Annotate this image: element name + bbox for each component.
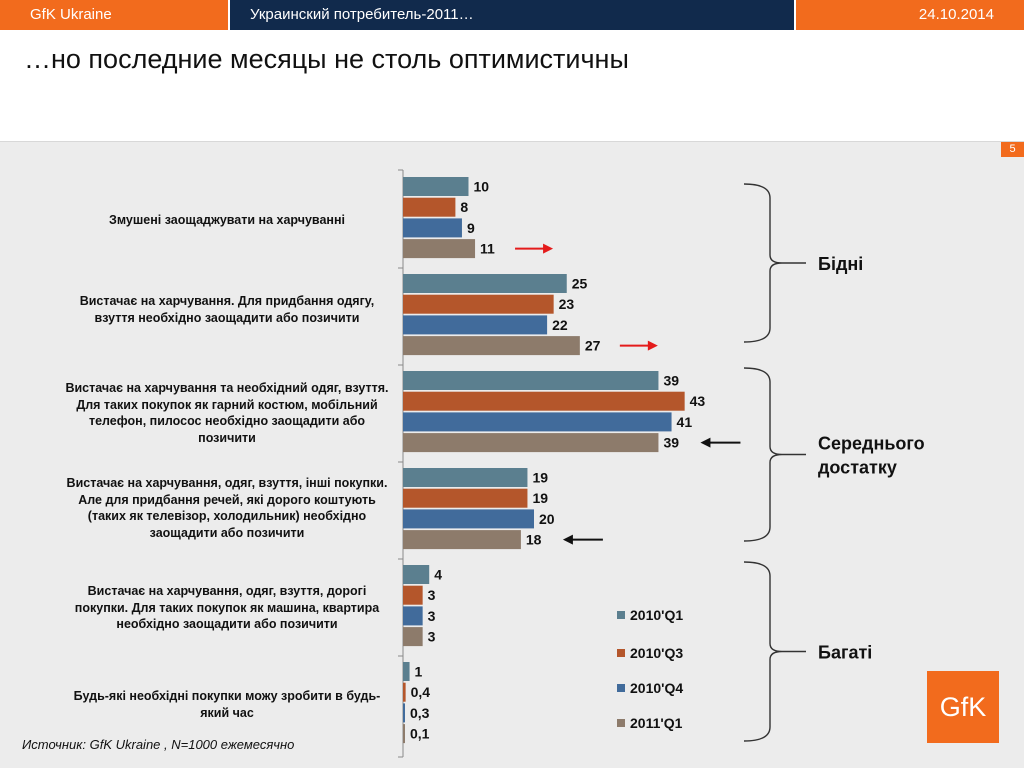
data-label: 8 xyxy=(460,199,468,215)
trend-arrowhead xyxy=(647,340,658,351)
category-label: Вистачає на харчування. Для придбання од… xyxy=(79,294,375,325)
bar xyxy=(403,488,528,508)
bar xyxy=(403,585,423,605)
legend-label: 2011'Q1 xyxy=(630,715,683,731)
legend-swatch xyxy=(617,611,625,619)
category-label: Будь-які необхідні покупки можу зробити … xyxy=(73,689,381,720)
bar xyxy=(403,239,476,259)
bar xyxy=(403,218,462,238)
data-label: 19 xyxy=(532,470,548,486)
bar xyxy=(403,391,685,411)
data-label: 39 xyxy=(663,373,679,389)
top-bar: GfK Ukraine Украинский потребитель-2011…… xyxy=(0,0,1024,30)
data-label: 43 xyxy=(690,393,706,409)
data-label: 4 xyxy=(434,567,442,583)
source-note: Источник: GfK Ukraine , N=1000 ежемесячн… xyxy=(22,737,295,752)
page-number: 5 xyxy=(1001,142,1024,157)
data-label: 11 xyxy=(480,241,495,257)
bar xyxy=(403,682,406,702)
group-label: Середнього xyxy=(818,434,925,454)
legend-label: 2010'Q3 xyxy=(630,645,683,661)
group-label: Багаті xyxy=(818,643,872,663)
header-date: 24.10.2014 xyxy=(796,0,1024,30)
data-label: 3 xyxy=(428,587,436,603)
legend-swatch xyxy=(617,649,625,657)
bar xyxy=(403,177,469,196)
data-label: 3 xyxy=(428,629,436,645)
data-label: 1 xyxy=(415,664,423,680)
header-divider xyxy=(228,0,230,30)
bar xyxy=(403,509,534,529)
bar xyxy=(403,724,405,744)
legend-swatch xyxy=(617,684,625,692)
group-label: достатку xyxy=(818,458,897,478)
trend-arrowhead xyxy=(543,243,554,254)
data-label: 10 xyxy=(474,179,490,195)
trend-arrowhead xyxy=(700,437,711,448)
data-label: 0,3 xyxy=(410,705,430,721)
group-brace xyxy=(743,183,783,343)
trend-arrowhead xyxy=(562,534,573,545)
company-name: GfK Ukraine xyxy=(0,0,228,30)
data-label: 22 xyxy=(552,317,568,333)
data-label: 41 xyxy=(677,414,693,430)
header-divider xyxy=(794,0,796,30)
group-brace xyxy=(743,367,783,542)
bar xyxy=(403,530,521,550)
data-label: 0,1 xyxy=(410,726,430,742)
bar xyxy=(403,565,430,584)
group-brace xyxy=(743,561,783,742)
data-label: 19 xyxy=(532,490,548,506)
data-label: 3 xyxy=(428,608,436,624)
data-label: 25 xyxy=(572,276,588,292)
category-label: Вистачає на харчування, одяг, взуття, ін… xyxy=(66,476,388,540)
legend-label: 2010'Q4 xyxy=(630,680,683,696)
bar xyxy=(403,274,567,293)
data-label: 20 xyxy=(539,511,555,527)
presentation-title: Украинский потребитель-2011… xyxy=(228,0,796,30)
bar xyxy=(403,412,672,432)
title-band xyxy=(0,30,1024,142)
bar xyxy=(403,606,423,626)
bar xyxy=(403,662,410,681)
group-label: Бідні xyxy=(818,254,863,274)
bar xyxy=(403,336,580,356)
category-label: Змушені заощаджувати на харчуванні xyxy=(109,213,345,227)
bar xyxy=(403,627,423,647)
category-label: Вистачає на харчування та необхідний одя… xyxy=(65,381,389,445)
bar xyxy=(403,703,405,723)
bar xyxy=(403,433,659,453)
gfk-logo: GfK xyxy=(927,671,999,743)
category-label: Вистачає на харчування, одяг, взуття, до… xyxy=(74,584,380,632)
data-label: 23 xyxy=(559,296,575,312)
data-label: 39 xyxy=(663,435,679,451)
bar xyxy=(403,315,548,335)
bar xyxy=(403,197,456,217)
data-label: 0,4 xyxy=(411,684,431,700)
bar xyxy=(403,371,659,390)
data-label: 27 xyxy=(585,338,601,354)
data-label: 18 xyxy=(526,532,542,548)
legend-label: 2010'Q1 xyxy=(630,607,683,623)
data-label: 9 xyxy=(467,220,475,236)
bar xyxy=(403,294,554,314)
legend-swatch xyxy=(617,719,625,727)
slide-title: …но последние месяцы не столь оптимистич… xyxy=(24,44,629,74)
bar xyxy=(403,468,528,487)
